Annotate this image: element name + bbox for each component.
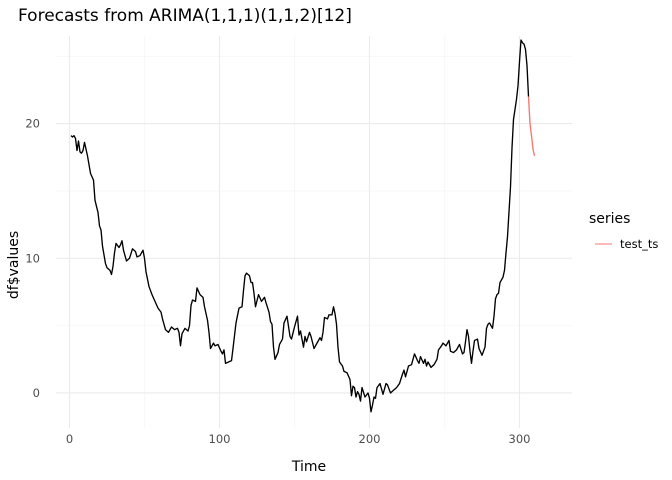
chart-title: Forecasts from ARIMA(1,1,1)(1,1,2)[12]: [18, 6, 352, 26]
y-axis-title: df$values: [6, 231, 22, 299]
legend-title: series: [589, 211, 630, 227]
x-tick-label: 300: [509, 432, 531, 446]
x-axis-title: Time: [291, 459, 326, 475]
x-tick-label: 0: [66, 432, 73, 446]
series-layer: [70, 39, 536, 413]
legend: series test_ts: [589, 211, 658, 251]
series-line-test-ts: [527, 96, 536, 157]
y-tick-label: 20: [25, 117, 40, 131]
y-tick-label: 0: [33, 386, 40, 400]
major-gridlines: [56, 36, 572, 428]
series-line-observed: [70, 39, 530, 413]
x-tick-label: 200: [359, 432, 381, 446]
y-tick-label: 10: [25, 251, 40, 265]
minor-gridlines: [56, 36, 572, 428]
x-tick-label: 100: [209, 432, 231, 446]
y-axis-ticks: 0 10 20: [25, 117, 40, 400]
legend-label-test-ts: test_ts: [620, 237, 658, 251]
x-axis-ticks: 0 100 200 300: [66, 432, 531, 446]
